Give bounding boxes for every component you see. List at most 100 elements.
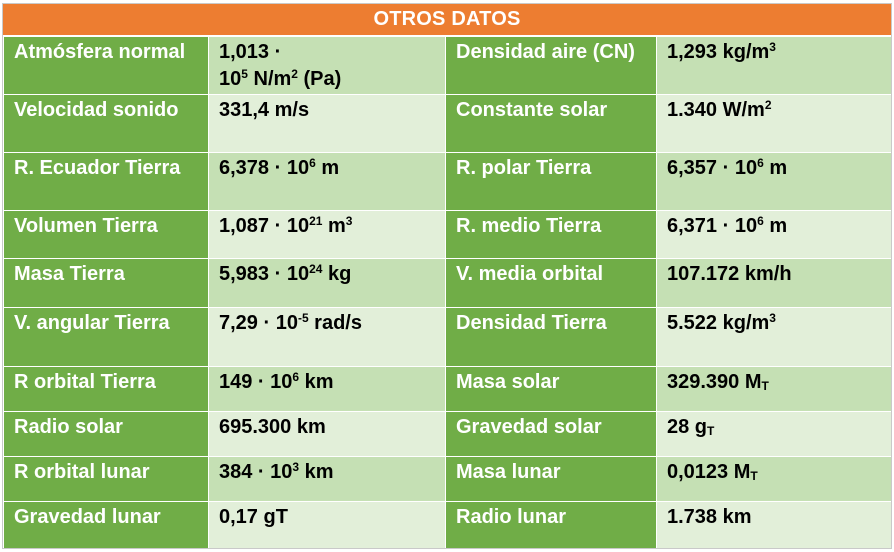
row-label: Volumen Tierra <box>3 210 209 259</box>
row-value: 107.172 km/h <box>656 258 891 308</box>
subscript: T <box>750 469 758 483</box>
value-text: 0,0123 M <box>667 461 751 483</box>
value-text: 5,983 · 10 <box>219 263 310 285</box>
row-label: Gravedad lunar <box>3 501 209 548</box>
superscript: 6 <box>757 156 764 170</box>
data-table-container: OTROS DATOS Atmósfera normal 1,013 · 105 N… <box>2 3 892 549</box>
value-text: 6,357 · 10 <box>667 157 758 179</box>
superscript: 3 <box>769 311 776 325</box>
row-label: R. polar Tierra <box>445 152 657 211</box>
superscript: 5 <box>241 67 248 81</box>
row-value: 1,087 · 1021 m3 <box>208 210 446 259</box>
value-text: 7,29 · 10 <box>219 312 298 334</box>
superscript: 6 <box>309 156 316 170</box>
superscript: -5 <box>297 311 309 325</box>
row-value: 6,357 · 106 m <box>656 152 891 211</box>
row-label: Masa lunar <box>445 456 657 502</box>
row-label: Constante solar <box>445 94 657 153</box>
superscript: 21 <box>309 214 323 228</box>
row-label: Densidad aire (CN) <box>445 36 657 95</box>
data-table: Atmósfera normal 1,013 · 105 N/m2 (Pa) Dens… <box>3 36 891 548</box>
row-label: Radio solar <box>3 411 209 457</box>
row-value: 329.390 MT <box>656 366 891 412</box>
row-value: 1,013 · 105 N/m2 (Pa) <box>208 36 446 95</box>
superscript: 6 <box>757 214 764 228</box>
table-row: Atmósfera normal 1,013 · 105 N/m2 (Pa) Dens… <box>3 36 891 95</box>
value-text: km <box>299 371 334 393</box>
table-row: Velocidad sonido 331,4 m/s Constante solar… <box>3 94 891 153</box>
superscript: 2 <box>764 98 772 112</box>
superscript: 2 <box>291 67 298 81</box>
table-row: Radio solar 695.300 km Gravedad solar 28 gT <box>3 411 891 457</box>
value-text: 1,293 kg/m <box>667 41 770 63</box>
row-value: 149 · 106 km <box>208 366 446 412</box>
table-row: Volumen Tierra 1,087 · 1021 m3 R. medio Ti… <box>3 210 891 259</box>
value-text: 329.390 M <box>667 371 762 393</box>
value-text: 384 · 10 <box>219 461 293 483</box>
row-value: 7,29 · 10-5 rad/s <box>208 307 446 367</box>
value-text: 695.300 km <box>219 416 326 438</box>
row-label: V. media orbital <box>445 258 657 308</box>
value-text: 28 g <box>667 416 708 438</box>
value-text: 5.522 kg/m <box>667 312 770 334</box>
row-value: 0,17 gT <box>208 501 446 548</box>
row-value: 6,378 · 106 m <box>208 152 446 211</box>
subscript: T <box>761 379 769 393</box>
data-table-body: Atmósfera normal 1,013 · 105 N/m2 (Pa) Dens… <box>3 36 891 548</box>
row-label: R orbital lunar <box>3 456 209 502</box>
value-text: 149 · 10 <box>219 371 293 393</box>
value-text: 331,4 m/s <box>219 99 310 121</box>
value-text: m <box>763 215 788 237</box>
superscript: 24 <box>309 262 323 276</box>
row-value: 6,371 · 106 m <box>656 210 891 259</box>
row-value: 1,293 kg/m3 <box>656 36 891 95</box>
row-value: 0,0123 MT <box>656 456 891 502</box>
row-label: Atmósfera normal <box>3 36 209 95</box>
row-label: R. Ecuador Tierra <box>3 152 209 211</box>
table-row: Masa Tierra 5,983 · 1024 kg V. media orbit… <box>3 258 891 308</box>
table-title: OTROS DATOS <box>3 4 891 36</box>
row-value: 28 gT <box>656 411 891 457</box>
value-text: 107.172 km/h <box>667 263 792 285</box>
value-text: km <box>299 461 334 483</box>
table-row: R orbital Tierra 149 · 106 km Masa solar 32… <box>3 366 891 412</box>
value-text: 1.340 W/m <box>667 99 765 121</box>
value-text: m <box>322 215 346 237</box>
row-value: 695.300 km <box>208 411 446 457</box>
table-row: V. angular Tierra 7,29 · 10-5 rad/s Densid… <box>3 307 891 367</box>
value-text: m <box>315 157 340 179</box>
row-value: 384 · 103 km <box>208 456 446 502</box>
superscript: 3 <box>769 40 776 54</box>
table-row: R orbital lunar 384 · 103 km Masa lunar 0,0… <box>3 456 891 502</box>
value-text: (Pa) <box>297 68 342 90</box>
row-label: Masa Tierra <box>3 258 209 308</box>
row-label: Velocidad sonido <box>3 94 209 153</box>
superscript: 6 <box>292 370 300 384</box>
row-value: 5.522 kg/m3 <box>656 307 891 367</box>
value-text: 10 <box>219 68 242 90</box>
row-label: Radio lunar <box>445 501 657 548</box>
row-value: 1.340 W/m2 <box>656 94 891 153</box>
value-text: kg <box>322 263 352 285</box>
subscript: T <box>707 424 715 438</box>
value-text: 0,17 gT <box>219 506 288 528</box>
value-text: 1,013 · <box>219 41 282 63</box>
table-row: Gravedad lunar 0,17 gT Radio lunar 1.738 km <box>3 501 891 548</box>
row-value: 5,983 · 1024 kg <box>208 258 446 308</box>
superscript: 3 <box>345 214 353 228</box>
superscript: 3 <box>292 460 300 474</box>
row-label: V. angular Tierra <box>3 307 209 367</box>
row-label: R. medio Tierra <box>445 210 657 259</box>
row-label: Gravedad solar <box>445 411 657 457</box>
value-text: 6,378 · 10 <box>219 157 310 179</box>
value-text: 1.738 km <box>667 506 752 528</box>
row-label: Densidad Tierra <box>445 307 657 367</box>
value-text: 6,371 · 10 <box>667 215 758 237</box>
row-label: R orbital Tierra <box>3 366 209 412</box>
value-text: rad/s <box>308 312 362 334</box>
table-row: R. Ecuador Tierra 6,378 · 106 m R. polar T… <box>3 152 891 211</box>
row-label: Masa solar <box>445 366 657 412</box>
row-value: 1.738 km <box>656 501 891 548</box>
value-text: 1,087 · 10 <box>219 215 310 237</box>
row-value: 331,4 m/s <box>208 94 446 153</box>
